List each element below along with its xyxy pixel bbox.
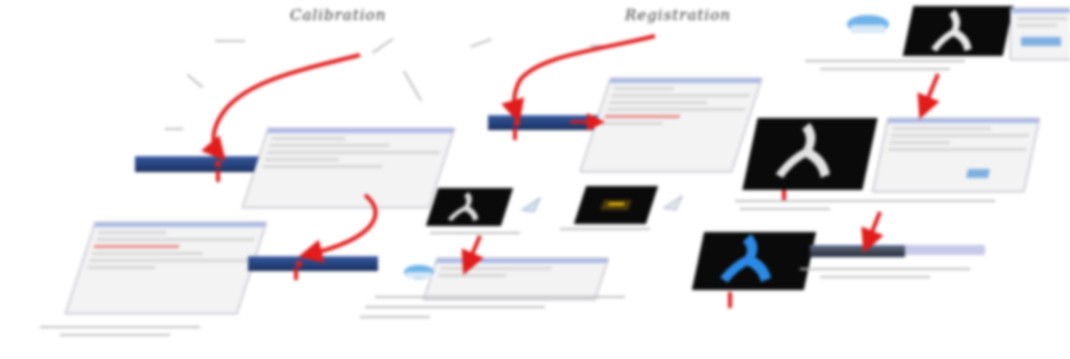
window-strip <box>905 245 985 255</box>
mouse-icon <box>402 262 436 282</box>
sketch-line <box>215 40 245 42</box>
xray-thumbnail <box>425 188 514 226</box>
caption-line <box>375 296 625 298</box>
caption-line <box>430 232 520 234</box>
caption-line <box>40 326 200 328</box>
caption-line <box>820 276 930 278</box>
caption-line <box>735 200 995 202</box>
caption-line <box>805 60 965 62</box>
flow-arrow-icon <box>201 53 361 162</box>
toolbar-marker <box>296 261 302 267</box>
caption-line <box>740 208 830 210</box>
xray-thumbnail <box>902 6 1014 56</box>
sketch-line <box>165 128 183 130</box>
caption-line <box>360 316 430 318</box>
flow-arrow-icon <box>461 235 484 276</box>
xray-thumbnail <box>742 118 878 190</box>
highlighted-xray-thumbnail <box>691 232 817 290</box>
dialog-window <box>1010 8 1070 60</box>
caption-line <box>820 68 950 70</box>
arrow-cursor-icon <box>520 192 544 214</box>
flow-arrow-icon <box>917 73 940 120</box>
toolbar-marker <box>215 161 221 167</box>
calibration-title: Calibration <box>290 6 387 24</box>
caption-line <box>365 306 545 308</box>
mouse-icon <box>845 12 891 38</box>
flow-arrow-icon <box>298 193 378 263</box>
flow-arrow-icon <box>861 211 884 254</box>
caption-line <box>560 228 650 230</box>
registration-title: Registration <box>625 6 731 24</box>
caption-line <box>800 268 970 270</box>
flow-arrow-icon <box>501 34 656 124</box>
xray-thumbnail <box>573 186 659 224</box>
caption-line <box>60 334 170 336</box>
arrow-cursor-icon <box>662 190 686 212</box>
